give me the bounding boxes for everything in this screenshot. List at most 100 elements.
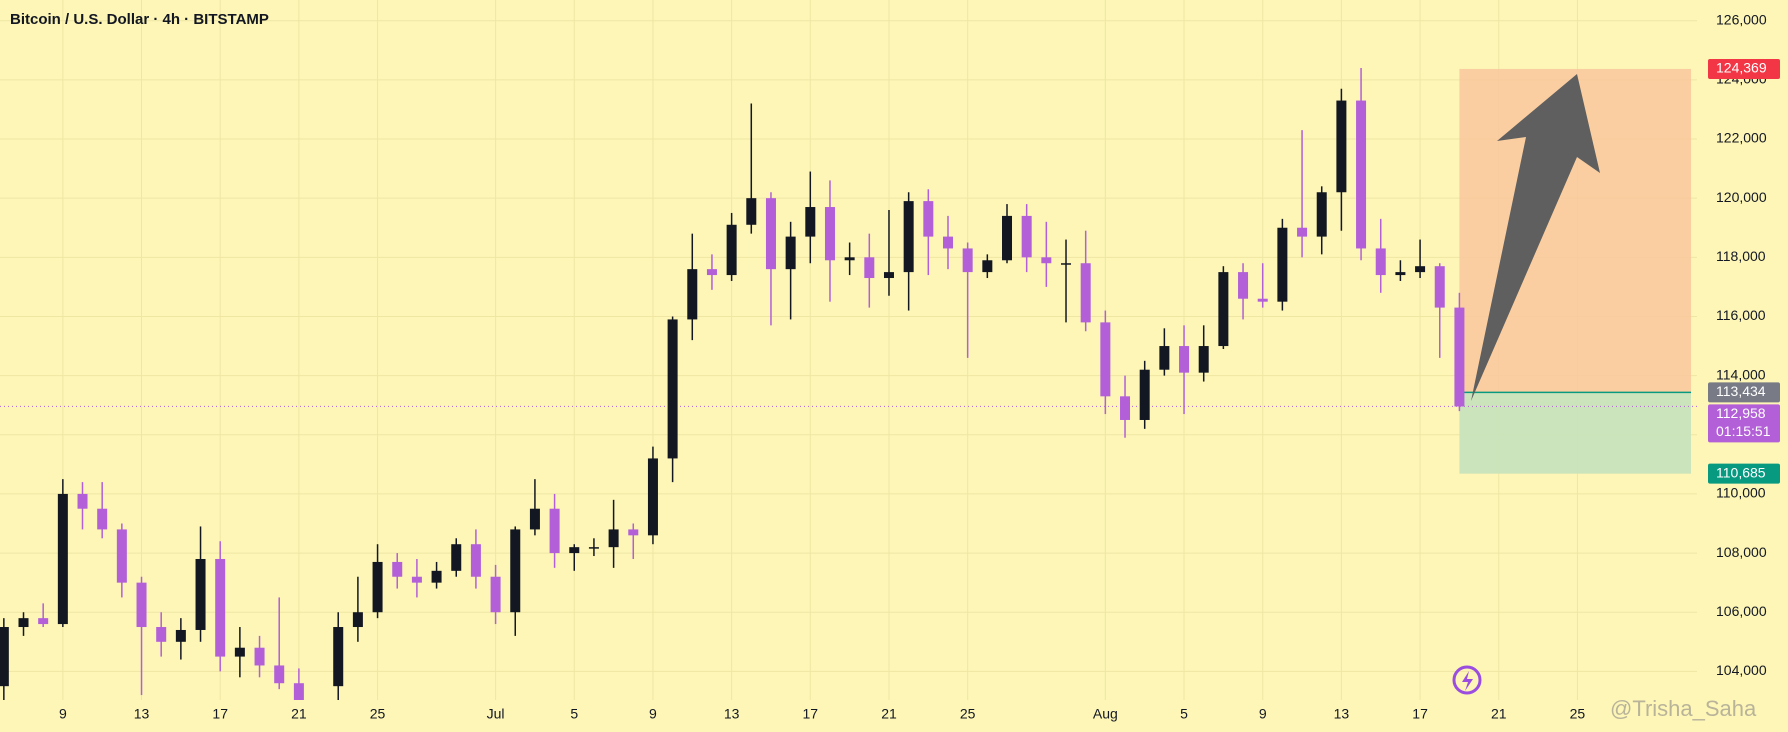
candle-body	[392, 561, 403, 577]
candle-body	[1454, 307, 1465, 407]
x-tick-label: Jul	[487, 706, 505, 722]
candle-body	[746, 198, 757, 225]
x-tick-label: 17	[212, 706, 228, 722]
y-tick-label: 114,000	[1716, 366, 1766, 382]
x-tick-label: 25	[1570, 706, 1586, 722]
candle-body	[77, 493, 88, 509]
candle-body	[1336, 100, 1347, 193]
x-tick-label: 13	[1334, 706, 1350, 722]
y-tick-label: 120,000	[1716, 189, 1767, 205]
candle-body	[706, 269, 717, 276]
candle-body	[431, 570, 442, 583]
candle-body	[1139, 369, 1150, 420]
candle-body	[569, 547, 580, 554]
candle-body	[1100, 322, 1111, 397]
candle-body	[1021, 215, 1032, 258]
arrow-drawing	[1471, 74, 1600, 401]
x-tick-label: 25	[370, 706, 386, 722]
candle-body	[333, 627, 344, 687]
candle-body	[726, 224, 737, 276]
candle-body	[647, 458, 658, 536]
candle-body	[1297, 227, 1308, 237]
candle-body	[529, 508, 540, 530]
x-tick-label: 5	[570, 706, 578, 722]
candle-body	[372, 561, 383, 613]
candles	[0, 68, 1465, 700]
candle-body	[982, 260, 993, 273]
candle-body	[352, 612, 363, 628]
candle-body	[1218, 272, 1229, 347]
candle-body	[903, 201, 914, 273]
candle-body	[687, 269, 698, 320]
candle-body	[1316, 192, 1327, 237]
candle-body	[274, 665, 285, 684]
stop-zone	[1459, 392, 1691, 474]
candle-body	[1238, 272, 1249, 299]
candle-body	[1041, 257, 1052, 264]
candle-body	[195, 558, 206, 630]
candle-body	[1159, 346, 1170, 370]
candle-body	[1198, 346, 1209, 373]
candle-body	[785, 236, 796, 270]
y-tick-label: 116,000	[1716, 307, 1766, 323]
watermark: @Trisha_Saha	[1610, 696, 1757, 721]
candle-body	[1179, 346, 1190, 373]
candle-body	[116, 529, 127, 583]
x-tick-label: 17	[803, 706, 819, 722]
candle-body	[1434, 266, 1445, 308]
candle-body	[628, 529, 639, 536]
candle-body	[844, 257, 855, 261]
countdown-label: 01:15:51	[1716, 423, 1771, 439]
price-label: 113,434	[1716, 383, 1766, 399]
candle-body	[1002, 215, 1013, 261]
x-tick-label: 9	[59, 706, 67, 722]
candle-body	[608, 529, 619, 548]
y-tick-label: 108,000	[1716, 544, 1767, 560]
candle-body	[411, 576, 422, 583]
candle-body	[97, 508, 108, 530]
x-tick-label: 9	[1259, 706, 1267, 722]
candle-body	[864, 257, 875, 279]
price-label-box	[1708, 404, 1780, 443]
candle-body	[175, 629, 186, 642]
x-tick-label: 25	[960, 706, 976, 722]
price-label: 112,958	[1716, 405, 1766, 421]
x-tick-label: 21	[881, 706, 897, 722]
candle-body	[451, 544, 462, 571]
candle-body	[805, 207, 816, 237]
candle-body	[254, 647, 265, 666]
logo-bolt	[1462, 671, 1473, 691]
y-tick-label: 106,000	[1716, 603, 1767, 619]
price-label-box	[1708, 382, 1780, 403]
x-tick-label: 13	[134, 706, 150, 722]
x-tick-label: Aug	[1093, 706, 1118, 722]
candle-body	[38, 618, 49, 625]
x-tick-label: 17	[1412, 706, 1428, 722]
candle-body	[57, 493, 68, 625]
candle-body	[18, 618, 29, 628]
candle-body	[156, 627, 167, 642]
candle-body	[215, 558, 226, 657]
chart-title: Bitcoin / U.S. Dollar · 4h · BITSTAMP	[10, 11, 269, 28]
candle-body	[490, 576, 501, 613]
candle-body	[1395, 272, 1406, 276]
candle-body	[510, 529, 521, 613]
candle-body	[942, 236, 953, 249]
candle-body	[883, 272, 894, 279]
y-tick-label: 122,000	[1716, 130, 1767, 146]
candle-body	[1080, 263, 1091, 323]
candle-body	[765, 198, 776, 270]
y-tick-label: 110,000	[1716, 485, 1766, 501]
candle-body	[0, 627, 9, 687]
y-tick-label: 104,000	[1716, 662, 1767, 678]
candle-body	[1415, 266, 1426, 273]
price-label-box	[1708, 58, 1780, 79]
candle-body	[923, 201, 934, 237]
candle-body	[667, 319, 678, 459]
price-label: 124,369	[1716, 60, 1767, 76]
x-tick-label: 21	[1491, 706, 1507, 722]
candle-body	[1277, 227, 1288, 302]
x-tick-label: 9	[649, 706, 657, 722]
